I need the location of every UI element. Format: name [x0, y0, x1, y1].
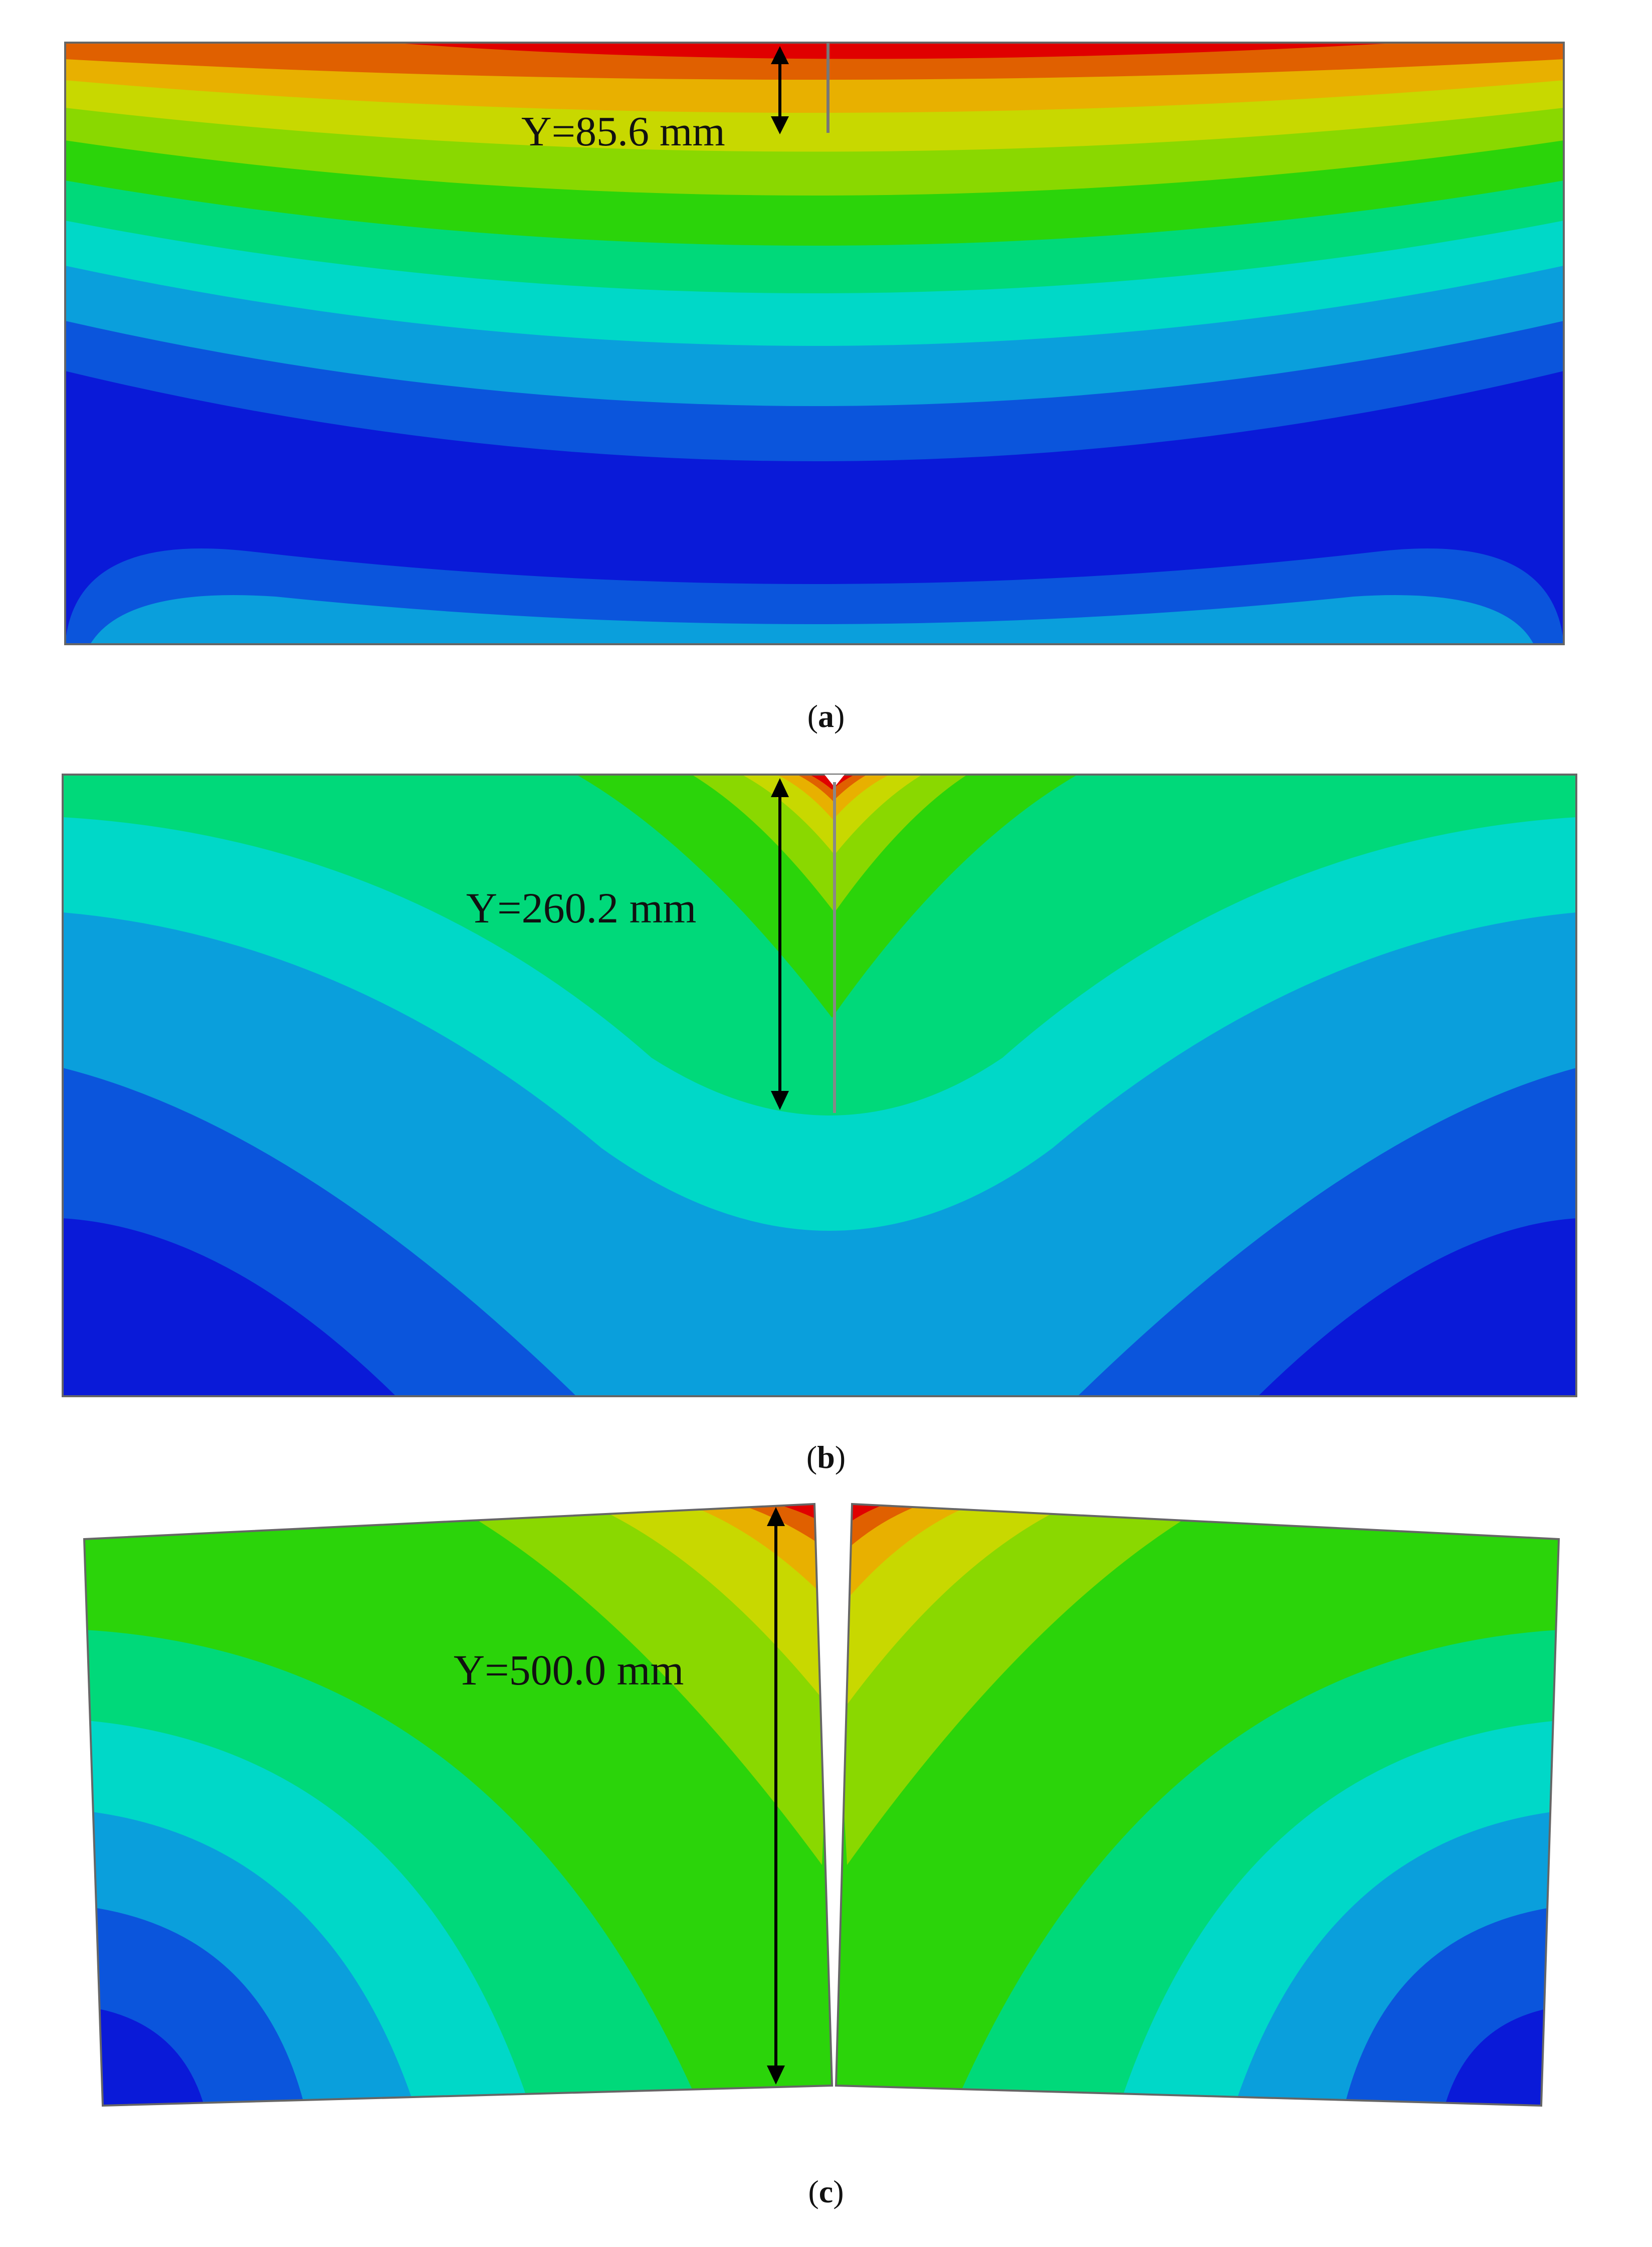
contour-bands-a — [65, 43, 1564, 644]
annotation-text-a: Y=85.6 mm — [521, 108, 725, 155]
panel-a: Y=85.6 mm — [0, 0, 1652, 702]
dimension-arrow-a — [771, 46, 789, 134]
dimension-arrow-c — [767, 1507, 785, 2085]
caption-letter-b: b — [817, 1439, 835, 1475]
caption-letter-a: a — [818, 698, 834, 734]
caption-c: (c) — [808, 2174, 844, 2209]
specimen-outline-b — [62, 774, 1577, 1397]
annotation-text-b: Y=260.2 mm — [466, 884, 696, 932]
contour-plot-c: Y=500.0 mm — [83, 1503, 1560, 2107]
panel-b: Y=260.2 mm — [0, 747, 1652, 1449]
contour-plot-a: Y=85.6 mm — [64, 42, 1565, 645]
band-c-r-blue1 — [1443, 2005, 1559, 2106]
band-a-bottom-blue3 — [90, 595, 1534, 644]
caption-a: (a) — [807, 698, 845, 734]
band-b-blue1-right — [1258, 1218, 1576, 1396]
notch-b — [824, 775, 845, 787]
caption-b: (b) — [806, 1439, 846, 1475]
specimen-outline-a — [64, 42, 1565, 645]
contour-bands-b — [63, 775, 1576, 1396]
contour-bands-c-right — [836, 1504, 1559, 2106]
contour-plot-b: Y=260.2 mm — [62, 774, 1577, 1397]
caption-letter-c: c — [818, 2174, 834, 2209]
contour-bands-c-left — [84, 1504, 832, 2106]
panel-c: Y=500.0 mm — [0, 1484, 1652, 2186]
band-c-l-blue1 — [84, 2005, 205, 2106]
dimension-arrow-b — [771, 778, 789, 1110]
specimen-outline-c-left — [83, 1503, 834, 2107]
specimen-outline-c-right — [835, 1503, 1560, 2107]
band-a-red — [391, 43, 1403, 59]
annotation-text-c: Y=500.0 mm — [454, 1646, 684, 1694]
band-b-blue1-left — [63, 1218, 396, 1396]
